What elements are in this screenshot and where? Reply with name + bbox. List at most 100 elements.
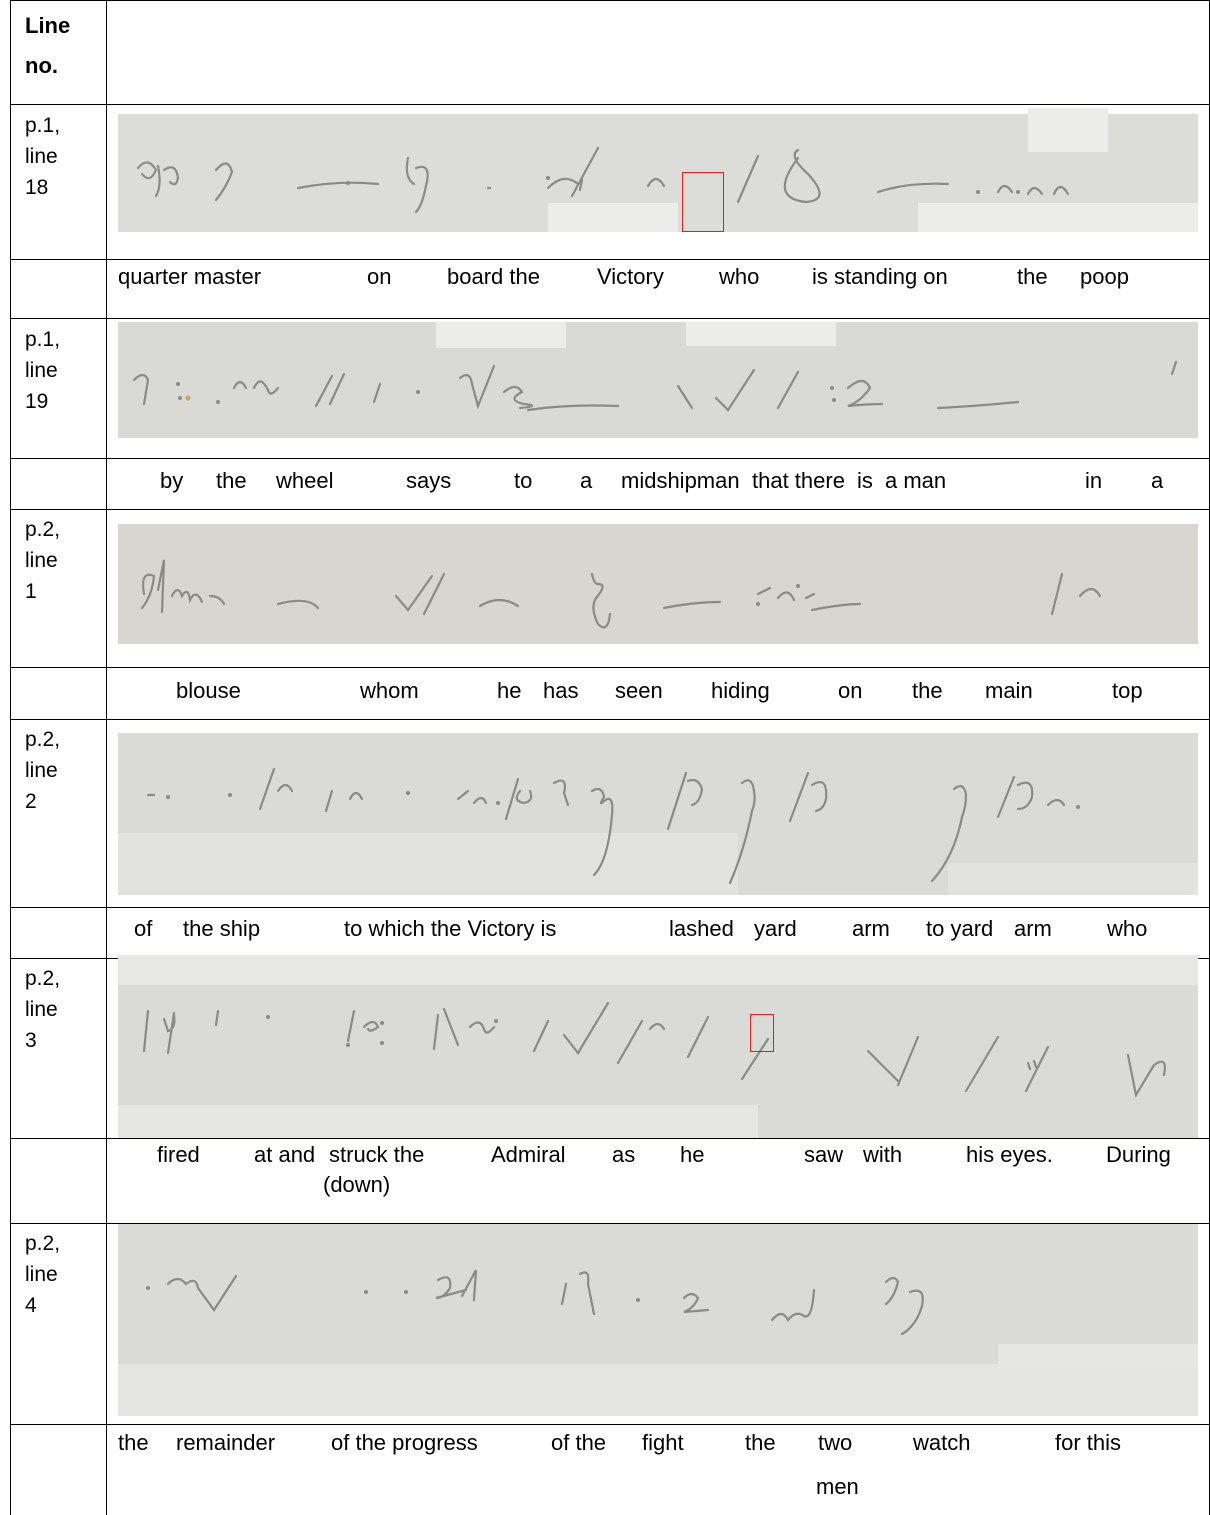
row-line-number: 18	[25, 176, 49, 199]
row-label: p.2, line 2	[25, 724, 60, 817]
translation-word: by	[160, 468, 184, 493]
translation-word: that there	[752, 468, 845, 493]
row-divider	[10, 1424, 1210, 1425]
row-page: p.1,	[25, 328, 61, 351]
row-page: p.2,	[25, 518, 61, 541]
translation-word: is standing on	[812, 264, 948, 289]
row-line-word: line	[25, 1263, 58, 1286]
translation-row: fired at and struck the Admiral as he sa…	[0, 1142, 1210, 1222]
row-line-word: line	[25, 145, 58, 168]
translation-subword: (down)	[323, 1172, 391, 1197]
shorthand-image	[118, 524, 1198, 644]
translation-word: is	[857, 468, 873, 493]
translation-word: he	[497, 678, 522, 703]
translation-word: During	[1106, 1142, 1171, 1167]
translation-word: the ship	[183, 916, 261, 941]
row-divider	[10, 0, 1210, 1]
row-label: p.1, line 18	[25, 110, 60, 203]
translation-row: the remainder of the progress of the fig…	[0, 1428, 1210, 1514]
translation-word: top	[1112, 678, 1143, 703]
translation-word: of the progress	[331, 1430, 478, 1455]
row-divider	[10, 458, 1210, 459]
table-left-border	[10, 0, 11, 1515]
translation-word: for this	[1055, 1430, 1122, 1455]
translation-word: quarter master	[118, 264, 262, 289]
translation-word: the	[745, 1430, 776, 1455]
translation-row: by the wheel says to a midshipman that t…	[0, 468, 1210, 508]
translation-word: the	[912, 678, 943, 703]
translation-word: board the	[447, 264, 540, 289]
row-label: p.2, line 4	[25, 1228, 60, 1321]
row-page: p.2,	[25, 728, 61, 751]
translation-word: who	[1107, 916, 1148, 941]
translation-word: on	[367, 264, 392, 289]
row-divider	[10, 509, 1210, 510]
row-divider	[10, 667, 1210, 668]
translation-word: fired	[157, 1142, 200, 1167]
header-cell: Line no.	[25, 6, 70, 86]
row-divider	[10, 719, 1210, 720]
translation-word: seen	[615, 678, 663, 703]
translation-word: who	[719, 264, 760, 289]
row-label: p.1, line 19	[25, 324, 60, 417]
row-label: p.2, line 1	[25, 514, 60, 607]
row-line-word: line	[25, 998, 58, 1021]
row-page: p.2,	[25, 967, 61, 990]
row-divider	[10, 259, 1210, 260]
translation-word: Victory	[597, 264, 664, 289]
translation-word: the	[1017, 264, 1048, 289]
translation-word: of the	[551, 1430, 607, 1455]
shorthand-image	[118, 955, 1198, 1138]
translation-word: main	[985, 678, 1033, 703]
header-no-label: no.	[25, 53, 58, 78]
row-divider	[10, 104, 1210, 105]
translation-word: lashed	[669, 916, 734, 941]
translation-word: watch	[913, 1430, 971, 1455]
translation-word: arm	[1014, 916, 1052, 941]
shorthand-image	[118, 108, 1198, 232]
shorthand-image	[118, 733, 1198, 895]
translation-word: to	[514, 468, 533, 493]
header-line-label: Line	[25, 13, 71, 38]
row-divider	[10, 907, 1210, 908]
translation-word: midshipman	[621, 468, 740, 493]
translation-word: his eyes.	[966, 1142, 1053, 1167]
row-page: p.1,	[25, 114, 61, 137]
translation-word: a man	[885, 468, 947, 493]
translation-word: of	[134, 916, 153, 941]
translation-word: with	[863, 1142, 903, 1167]
translation-word: a	[580, 468, 593, 493]
translation-word: on	[838, 678, 863, 703]
translation-word: saw	[804, 1142, 844, 1167]
translation-word: hiding	[711, 678, 770, 703]
row-line-word: line	[25, 549, 58, 572]
translation-row: quarter master on board the Victory who …	[0, 264, 1210, 304]
translation-word: Admiral	[491, 1142, 566, 1167]
row-divider	[10, 318, 1210, 319]
row-line-number: 1	[25, 580, 37, 603]
translation-word: yard	[754, 916, 797, 941]
translation-word: says	[406, 468, 452, 493]
row-page: p.2,	[25, 1232, 61, 1255]
row-line-number: 3	[25, 1029, 37, 1052]
translation-word: he	[680, 1142, 705, 1167]
translation-word: struck the	[329, 1142, 425, 1167]
translation-word: poop	[1080, 264, 1129, 289]
translation-word: as	[612, 1142, 636, 1167]
translation-word: blouse	[176, 678, 241, 703]
shorthand-image	[118, 322, 1198, 438]
translation-word: the	[118, 1430, 149, 1455]
row-label: p.2, line 3	[25, 963, 60, 1056]
translation-word: to yard	[926, 916, 994, 941]
translation-word: a	[1151, 468, 1164, 493]
translation-word: wheel	[276, 468, 334, 493]
highlight-box	[750, 1014, 774, 1052]
highlight-box	[682, 172, 724, 232]
translation-word: at and	[254, 1142, 316, 1167]
translation-word: in	[1085, 468, 1103, 493]
column-divider	[106, 0, 107, 1515]
shorthand-image	[118, 1224, 1198, 1416]
row-divider	[10, 1138, 1210, 1139]
translation-word: remainder	[176, 1430, 276, 1455]
row-line-number: 19	[25, 390, 49, 413]
